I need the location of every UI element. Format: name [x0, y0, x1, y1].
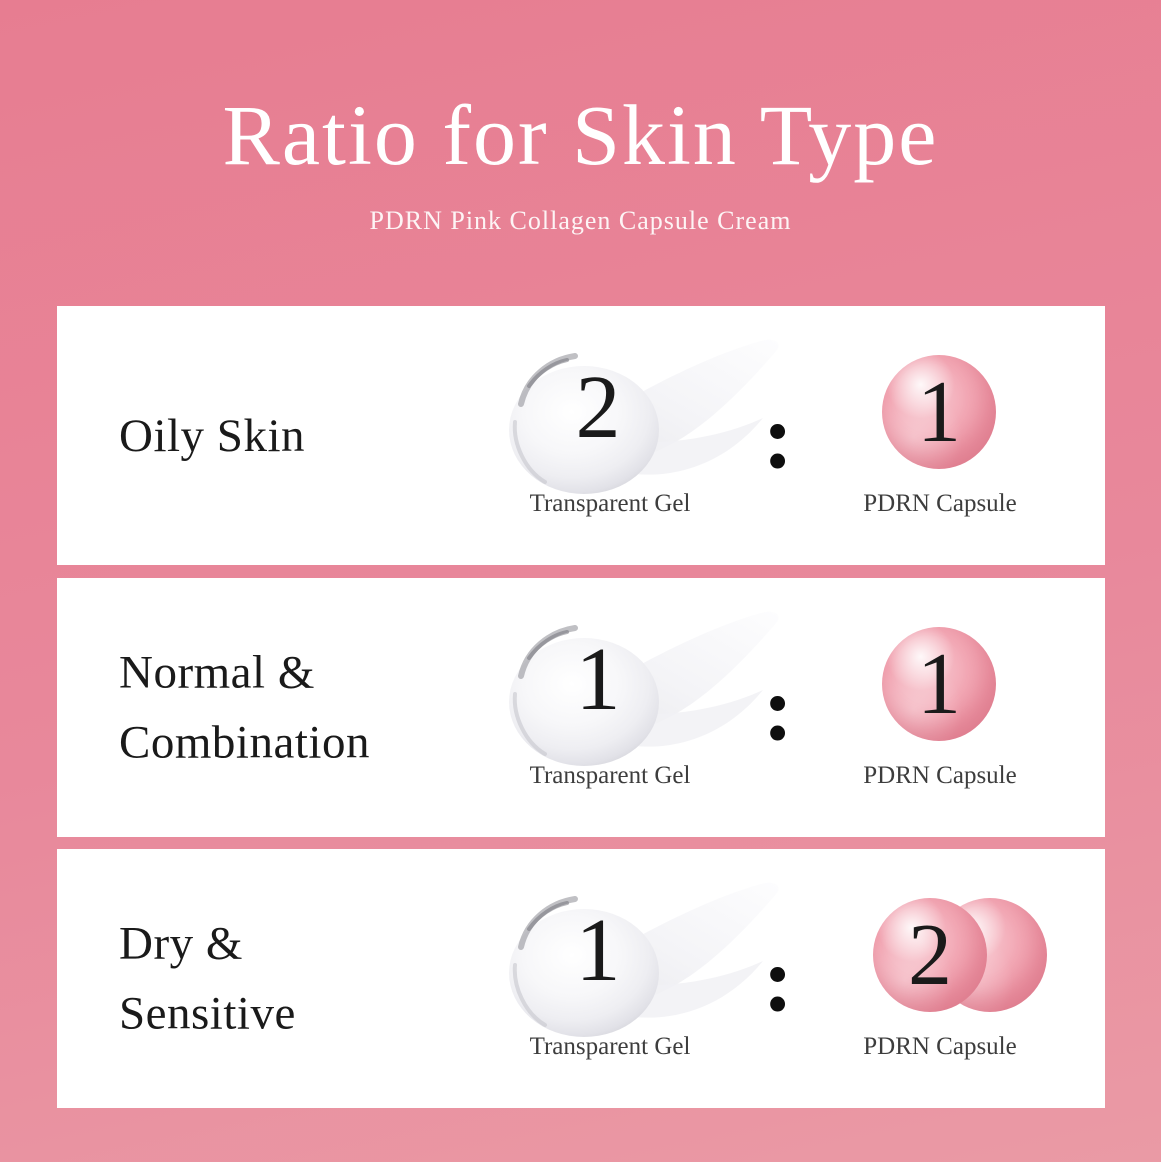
gel-label: Transparent Gel — [529, 762, 691, 789]
capsule-group: 2 — [873, 898, 1047, 1012]
skin-type-line: Combination — [119, 716, 370, 769]
capsule-group: 1 — [882, 627, 996, 741]
ratio-card-dry-sensitive: Dry & Sensitive 1 Transparent Gel : 2 PD… — [57, 849, 1105, 1108]
page-title: Ratio for Skin Type — [222, 87, 939, 183]
gel-amount-value: 1 — [575, 901, 621, 1000]
ratio-card-oily-skin: Oily Skin 2 Transparent Gel — [57, 306, 1105, 565]
skin-type-label: Oily Skin — [119, 400, 305, 471]
capsule-label: PDRN Capsule — [863, 490, 1017, 517]
gel-amount-value: 1 — [575, 630, 621, 729]
ratio-colon: : — [762, 656, 794, 759]
skin-type-line: Normal & — [119, 646, 315, 698]
skin-type-label: Normal & Combination — [119, 637, 370, 778]
transparent-gel-icon — [509, 339, 779, 494]
pdrn-capsule-icon — [882, 627, 996, 741]
capsule-label: PDRN Capsule — [863, 1033, 1017, 1060]
capsule-group: 1 — [882, 355, 996, 469]
pdrn-capsule-icon — [882, 355, 996, 469]
gel-amount-value: 2 — [575, 358, 621, 457]
skin-type-line: Sensitive — [119, 987, 296, 1040]
ratio-card-normal-combination: Normal & Combination 1 Transparent Gel :… — [57, 578, 1105, 837]
skin-type-line: Oily Skin — [119, 409, 306, 462]
transparent-gel-icon — [509, 882, 779, 1037]
gel-label: Transparent Gel — [529, 1033, 691, 1060]
skin-type-line: Dry & — [119, 917, 243, 969]
pdrn-capsule-icon — [873, 898, 987, 1012]
skin-type-label: Dry & Sensitive — [119, 908, 296, 1049]
capsule-amount-value: 1 — [917, 363, 961, 461]
capsule-label: PDRN Capsule — [863, 762, 1017, 789]
page-subtitle: PDRN Pink Collagen Capsule Cream — [369, 206, 792, 235]
ratio-colon: : — [762, 384, 794, 487]
capsule-amount-value: 2 — [908, 906, 952, 1004]
gel-label: Transparent Gel — [529, 490, 691, 517]
capsule-amount-value: 1 — [917, 635, 961, 733]
transparent-gel-icon — [509, 611, 779, 766]
ratio-colon: : — [762, 927, 794, 1030]
